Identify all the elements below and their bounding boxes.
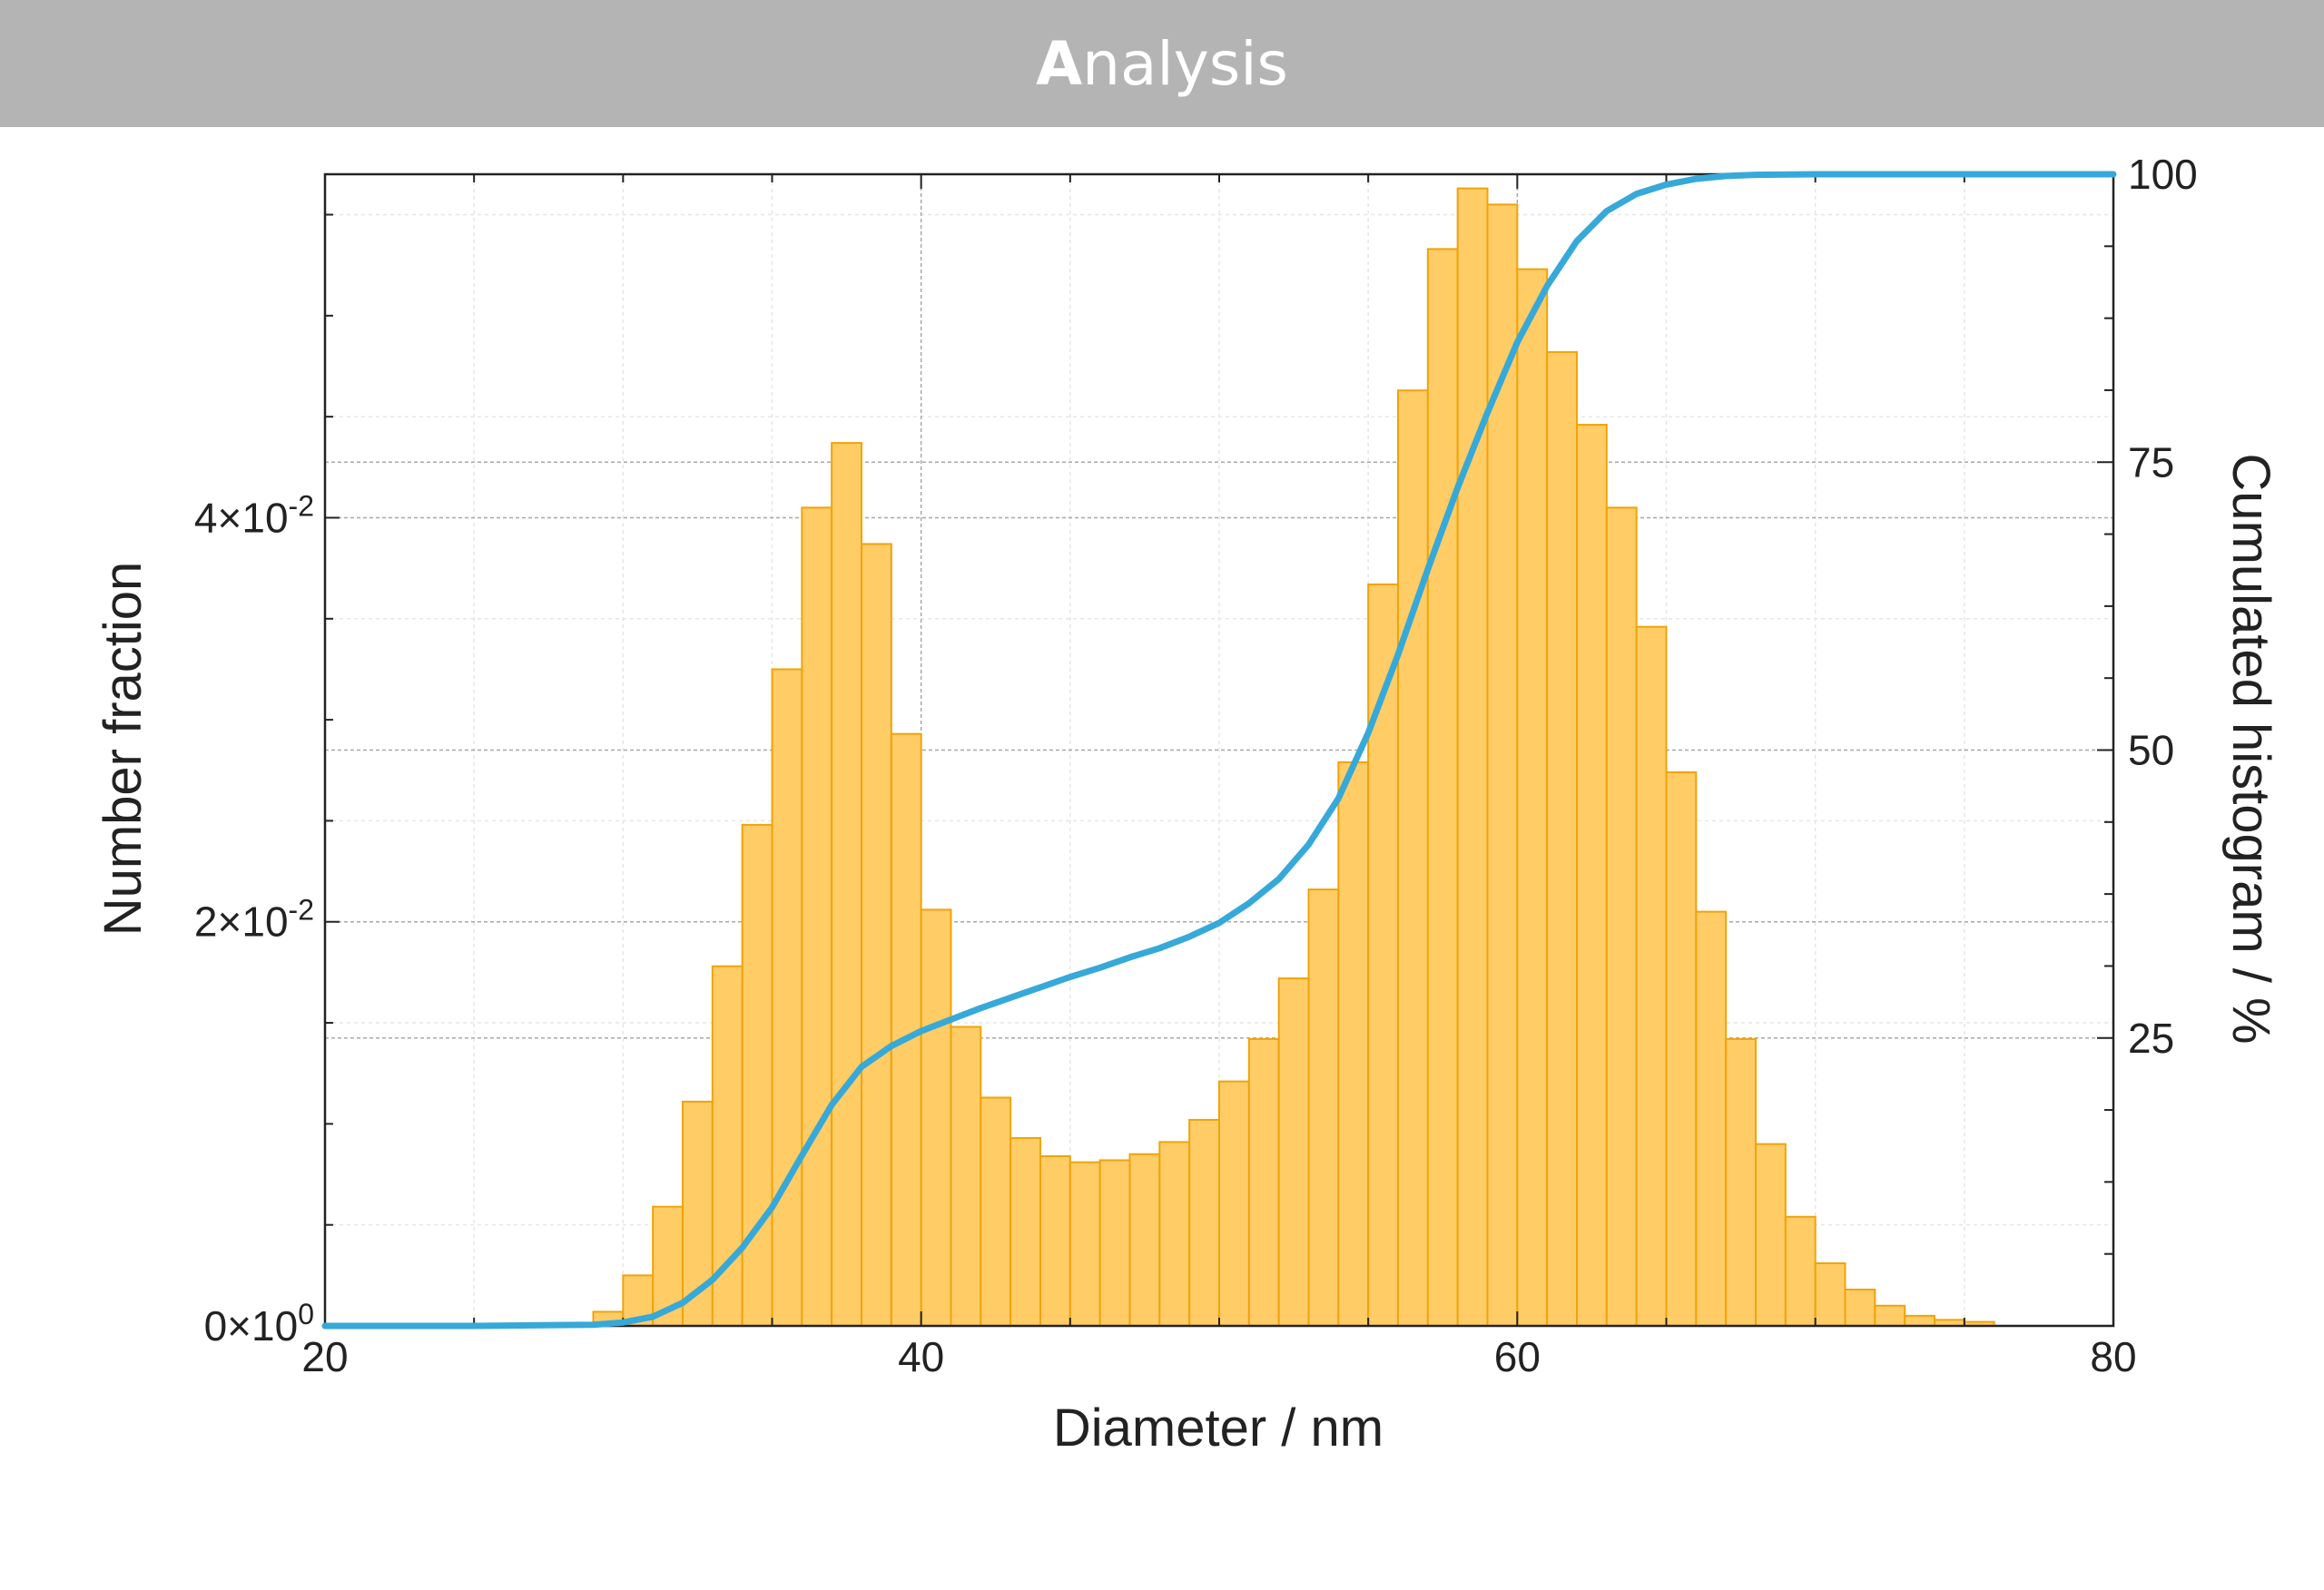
histogram-bar — [1039, 1154, 1071, 1328]
y2-tick-label: 25 — [2128, 1015, 2174, 1062]
histogram-bar — [1576, 424, 1608, 1327]
histogram-bar — [1397, 389, 1429, 1327]
y-tick-exponent: -2 — [289, 894, 314, 927]
y2-axis-title: Cumulated histogram / % — [2221, 453, 2280, 1044]
y2-tick-label: 100 — [2128, 151, 2198, 198]
histogram-bar — [1426, 248, 1459, 1328]
y-tick-label: 0×100 — [204, 1298, 314, 1350]
y-tick-exponent: 0 — [298, 1298, 314, 1330]
histogram-bar — [771, 668, 803, 1327]
histogram-bar — [1546, 350, 1578, 1328]
histogram-bar — [861, 543, 892, 1327]
histogram-bar — [1456, 187, 1489, 1327]
histogram-bar — [1128, 1153, 1161, 1328]
y-tick-label: 4×10-2 — [194, 489, 314, 541]
y-tick-mantissa: 0×10 — [204, 1302, 299, 1350]
histogram-bar — [1068, 1161, 1101, 1328]
x-tick-label: 20 — [301, 1333, 348, 1380]
histogram-bar — [1665, 770, 1698, 1327]
histogram-bar — [1247, 1037, 1280, 1327]
histogram-bar — [1009, 1136, 1041, 1327]
y2-tick-label: 50 — [2128, 727, 2174, 774]
histogram-bar — [1725, 1037, 1757, 1327]
histogram-bar — [1904, 1314, 1936, 1327]
y-tick-mantissa: 4×10 — [194, 494, 289, 541]
histogram-bar — [1814, 1261, 1846, 1328]
histogram-bar — [980, 1096, 1012, 1327]
histogram-bar — [1844, 1288, 1876, 1327]
histogram-bar — [920, 908, 952, 1328]
histogram-bar — [1277, 977, 1310, 1328]
histogram-bar — [741, 823, 773, 1327]
y-tick-mantissa: 2×10 — [194, 898, 289, 946]
histogram-bar — [1098, 1159, 1131, 1328]
page-title-rest: nalysis — [1082, 28, 1288, 99]
histogram-bar — [1337, 761, 1370, 1327]
x-tick-label: 80 — [2090, 1333, 2136, 1380]
header-bar: Analysis — [0, 0, 2324, 127]
y2-tick-label: 75 — [2128, 438, 2174, 486]
y-tick-exponent: -2 — [289, 489, 314, 522]
y-tick-label: 2×10-2 — [194, 894, 314, 946]
histogram-bar — [1188, 1118, 1220, 1327]
histogram-bar — [1755, 1143, 1787, 1328]
page-title: Analysis — [1036, 29, 1288, 99]
histogram-bar — [1635, 625, 1668, 1327]
page-title-first-letter: A — [1036, 28, 1083, 99]
histogram-bar — [1516, 268, 1549, 1327]
histogram-bar — [1218, 1080, 1250, 1328]
histogram-bar — [801, 506, 833, 1327]
histogram-bar — [1695, 910, 1728, 1328]
y-axis-title: Number fraction — [94, 562, 153, 937]
histogram-bar — [1605, 506, 1638, 1327]
x-axis-title: Diameter / nm — [1053, 1399, 1384, 1458]
histogram-bar — [1158, 1141, 1191, 1328]
histogram-bar — [831, 442, 863, 1328]
histogram-bar — [1307, 888, 1340, 1327]
x-tick-label: 60 — [1494, 1333, 1541, 1380]
histogram-bar — [950, 1026, 982, 1327]
x-tick-label: 40 — [898, 1333, 944, 1380]
histogram-bar — [1874, 1304, 1906, 1327]
histogram-bar — [1784, 1215, 1817, 1327]
cumulative-line — [321, 171, 2117, 1330]
